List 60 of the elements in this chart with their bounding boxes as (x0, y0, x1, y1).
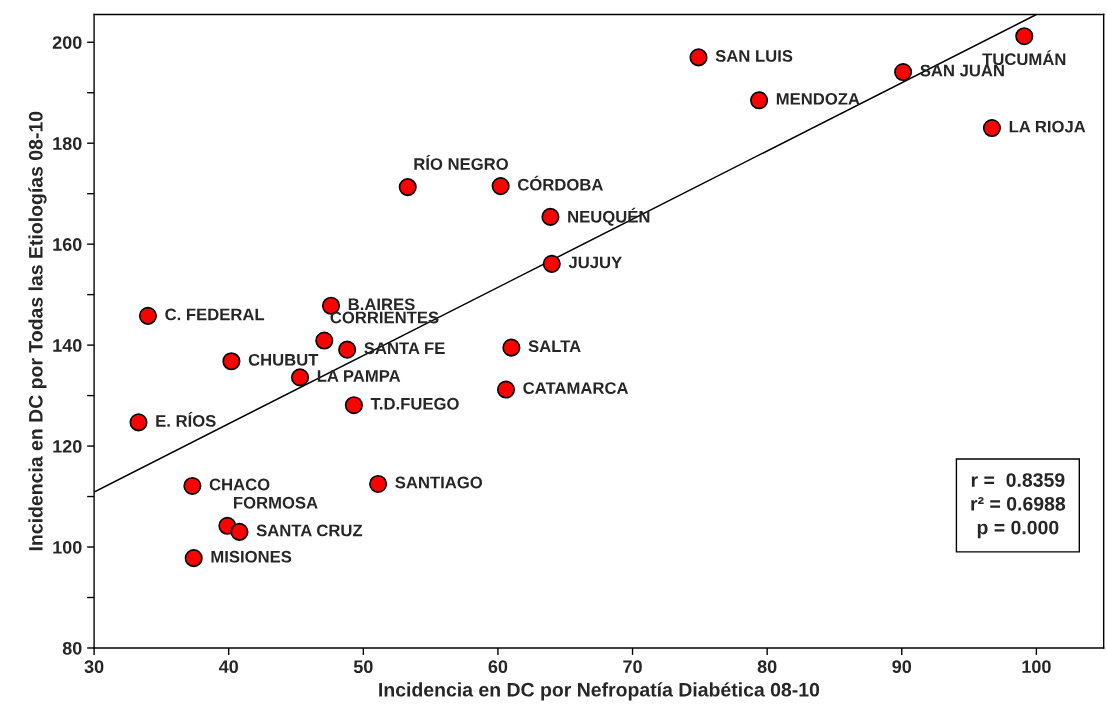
point (750, 91, 769, 110)
annotation: E. RÍOS (156, 411, 216, 427)
point (689, 48, 708, 67)
annotation: RÍO NEGRO (414, 155, 508, 170)
annotation: MISIONES (211, 550, 292, 563)
annotation: CHACO (209, 478, 270, 491)
x-tick-label: 60 (488, 660, 508, 674)
point (541, 207, 560, 226)
point (129, 413, 148, 432)
point (982, 119, 1002, 138)
x-tick-label: 40 (218, 660, 239, 674)
point (491, 177, 510, 196)
y-tick-label: 200 (52, 36, 82, 49)
annotation: SALTA (528, 340, 581, 353)
annotation: CATAMARCA (523, 382, 629, 395)
annotation: LA RIOJA (1009, 120, 1086, 133)
annotation: CÓRDOBA (517, 175, 603, 191)
x-tick-label: 70 (623, 660, 642, 674)
annotation: B.AIRES (348, 298, 415, 311)
annotation: FORMOSA (234, 496, 318, 509)
point (222, 352, 241, 371)
y-tick-label: 180 (53, 137, 82, 150)
point (496, 380, 516, 399)
point (398, 178, 417, 197)
annotation: r = 0.8359 r² = 0.6988 p = 0.000 (971, 473, 1066, 539)
annotation: C. FEDERAL (165, 308, 265, 321)
point (183, 476, 202, 495)
y-tick-label: 140 (53, 339, 82, 352)
y-tick-label: 80 (62, 641, 82, 655)
point (344, 396, 363, 415)
point (502, 338, 521, 357)
y-tick-label: 100 (53, 540, 82, 554)
x-axis-title: Incidencia en DC por Nefropatía Diabética 08-10 (379, 682, 820, 701)
annotation: T.D.FUEGO (370, 397, 459, 410)
annotation: CHUBUT (248, 353, 319, 366)
y-tick-label: 160 (53, 238, 82, 251)
annotation: SAN LUIS (715, 50, 793, 62)
point (369, 474, 388, 493)
x-tick-label: 30 (84, 660, 104, 674)
point (542, 254, 561, 273)
point (138, 306, 157, 325)
annotation: TUCUMÁN (982, 50, 1066, 66)
x-tick-label: 50 (353, 660, 373, 674)
annotation: JUJUY (568, 256, 622, 269)
x-tick-label: 80 (757, 660, 777, 674)
annotation: CORRIENTES (330, 311, 439, 324)
x-tick-label: 100 (1022, 660, 1051, 674)
point (184, 549, 203, 568)
point (315, 331, 334, 350)
y-tick-label: 120 (53, 440, 82, 453)
point (338, 340, 357, 359)
x-tick-label: 90 (892, 660, 912, 674)
point (290, 368, 310, 387)
y-axis-title: Incidencia en DC por Todas las Etiologías 08-10 (28, 111, 47, 551)
point (230, 522, 249, 541)
annotation: MENDOZA (776, 92, 860, 105)
point (894, 62, 913, 82)
annotation: SANTA CRUZ (256, 524, 363, 537)
point (1015, 27, 1034, 46)
annotation: SANTIAGO (395, 476, 483, 489)
